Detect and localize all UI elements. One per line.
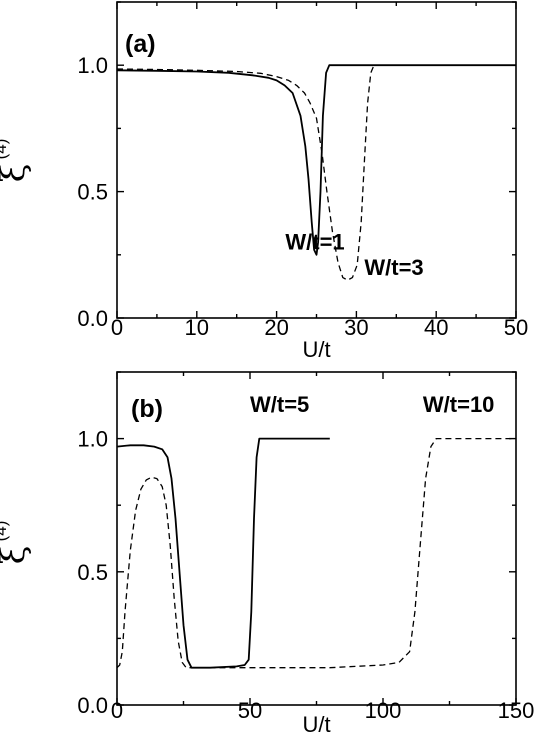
panel-1: 0 50 100 150 0.0 0.5 1.0 U/t ξ (4) W/t=5 W/t=10 (b) <box>0 371 535 734</box>
x-tick-label: 30 <box>344 315 368 340</box>
y-tick-label: 1.0 <box>77 427 108 452</box>
series-annotation: W/t=5 <box>250 392 309 417</box>
series-line-w-t-3 <box>116 64 516 281</box>
series-line-w-t-10 <box>116 437 516 669</box>
series-annotation: W/t=1 <box>285 230 344 255</box>
series-line-w-t-1 <box>116 64 516 256</box>
x-tick-label: 10 <box>185 315 209 340</box>
y-axis-label-symbol: ξ <box>0 546 33 565</box>
x-tick-label: 20 <box>264 315 288 340</box>
plot-frame <box>116 1 517 319</box>
x-axis-label: U/t <box>302 712 330 734</box>
series-line-w-t-5 <box>116 437 330 669</box>
y-axis-label: ξ (4) <box>0 521 33 565</box>
panel-0: 0 10 20 30 40 50 0.0 0.5 1.0 U/t ξ (4) W/t=1 W/t=3 (a) <box>0 1 528 362</box>
x-axis-label: U/t <box>302 337 330 362</box>
x-tick-label: 50 <box>504 315 528 340</box>
y-tick-label: 0.0 <box>77 693 108 718</box>
y-axis-label-symbol: ξ <box>0 164 33 183</box>
x-tick-label: 50 <box>238 698 262 723</box>
x-tick-label: 100 <box>365 698 402 723</box>
y-tick-label: 0.5 <box>77 180 108 205</box>
series-annotation: W/t=10 <box>423 392 495 417</box>
x-tick-label: 40 <box>424 315 448 340</box>
x-tick-label: 0 <box>111 315 123 340</box>
y-axis-label: ξ (4) <box>0 139 33 183</box>
panel-label: (b) <box>131 395 163 423</box>
y-tick-label: 0.0 <box>77 306 108 331</box>
x-tick-label: 0 <box>111 698 123 723</box>
y-tick-label: 0.5 <box>77 560 108 585</box>
y-axis-label-superscript: (4) <box>0 139 10 160</box>
panel-label: (a) <box>125 30 156 58</box>
series-annotation: W/t=3 <box>364 255 423 280</box>
x-tick-label: 150 <box>498 698 535 723</box>
y-tick-label: 1.0 <box>77 53 108 78</box>
y-axis-label-superscript: (4) <box>0 521 10 542</box>
